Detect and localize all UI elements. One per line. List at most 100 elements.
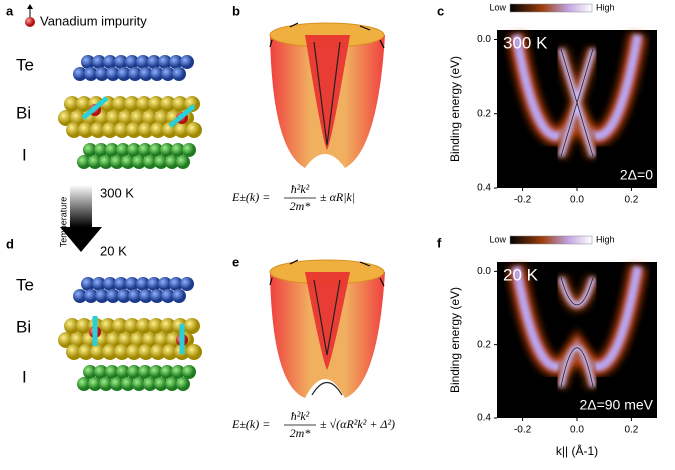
atom: [132, 155, 146, 169]
atom: [78, 344, 94, 360]
atom: [83, 365, 97, 379]
atom: [76, 318, 92, 334]
panel-label: a: [6, 3, 14, 18]
layer-label: Te: [16, 55, 34, 74]
atom: [138, 344, 154, 360]
atom: [112, 96, 128, 112]
y-tick-label: 0.0: [477, 266, 491, 277]
atom: [160, 365, 174, 379]
atom: [126, 122, 142, 138]
atom: [116, 365, 130, 379]
atom: [165, 377, 179, 391]
atom: [182, 365, 196, 379]
atom: [138, 365, 152, 379]
y-axis-label: Binding energy (eV): [448, 56, 462, 162]
x-tick-label: 0.2: [624, 425, 638, 436]
panel-label: c: [437, 3, 444, 18]
band-line: [560, 277, 594, 387]
atom: [161, 289, 175, 303]
atom: [114, 122, 130, 138]
atom: [161, 67, 175, 81]
atom: [88, 377, 102, 391]
atom: [139, 289, 153, 303]
arrow-head: [27, 4, 33, 9]
atom: [154, 155, 168, 169]
svg-text:E±(k) =: E±(k) =: [231, 417, 270, 431]
atom: [172, 96, 188, 112]
atom: [94, 143, 108, 157]
atom: [180, 277, 194, 291]
y-tick-label: 0.0: [477, 34, 491, 45]
atom: [138, 122, 154, 138]
atom: [88, 155, 102, 169]
atom: [64, 318, 80, 334]
colorbar: [509, 3, 593, 13]
svg-text:E±(k) =: E±(k) =: [231, 190, 270, 204]
atom: [143, 155, 157, 169]
temp-axis: Temperature: [58, 197, 68, 248]
atom: [162, 344, 178, 360]
atom: [81, 277, 95, 291]
atom: [127, 365, 141, 379]
atom: [99, 155, 113, 169]
atom: [176, 155, 190, 169]
atom: [169, 277, 183, 291]
atom: [150, 67, 164, 81]
layer-label: I: [22, 367, 27, 386]
atom: [100, 318, 116, 334]
atom: [172, 289, 186, 303]
atom: [114, 277, 128, 291]
layer-label: Te: [16, 275, 34, 294]
atom: [81, 55, 95, 69]
atom: [127, 143, 141, 157]
atom: [171, 143, 185, 157]
x-tick-label: 0.0: [570, 195, 584, 206]
atom: [102, 122, 118, 138]
atom: [165, 155, 179, 169]
atom: [158, 277, 172, 291]
temp-high: 300 K: [100, 185, 134, 200]
atom: [110, 155, 124, 169]
temperature-label: 20 K: [503, 265, 539, 284]
svg-text:ħ²k²: ħ²k²: [291, 409, 310, 423]
atom: [158, 55, 172, 69]
atom: [139, 67, 153, 81]
atom: [128, 67, 142, 81]
colorbar-label: Low: [489, 234, 506, 244]
atom: [114, 55, 128, 69]
atom: [132, 377, 146, 391]
atom: [184, 318, 200, 334]
atom: [103, 55, 117, 69]
layer-label: Bi: [16, 317, 31, 336]
atom: [148, 318, 164, 334]
atom: [99, 377, 113, 391]
atom: [147, 277, 161, 291]
atom: [124, 318, 140, 334]
atom: [58, 110, 74, 126]
atom: [121, 377, 135, 391]
atom: [136, 318, 152, 334]
x-tick-label: 0.0: [570, 425, 584, 436]
x-tick-label: -0.2: [514, 425, 532, 436]
atom: [162, 122, 178, 138]
atom: [171, 365, 185, 379]
panel-label: b: [232, 3, 240, 18]
svg-text:± √(αR²k² + Δ²): ± √(αR²k² + Δ²): [320, 417, 395, 431]
atom: [125, 277, 139, 291]
atom: [186, 344, 202, 360]
layer-label: I: [22, 145, 27, 164]
atom: [138, 143, 152, 157]
atom: [112, 318, 128, 334]
atom: [84, 67, 98, 81]
x-tick-label: -0.2: [514, 195, 532, 206]
colorbar: [509, 235, 593, 245]
formula: E±(k) = ħ²k² 2m* ± αR|k|: [231, 182, 355, 213]
gap-label: 2Δ=0: [620, 167, 653, 183]
atom: [154, 377, 168, 391]
atom: [149, 365, 163, 379]
cone: [269, 22, 385, 168]
atom: [125, 55, 139, 69]
y-tick-label: 0.4: [477, 413, 491, 424]
atom: [172, 67, 186, 81]
spin: [168, 104, 196, 128]
